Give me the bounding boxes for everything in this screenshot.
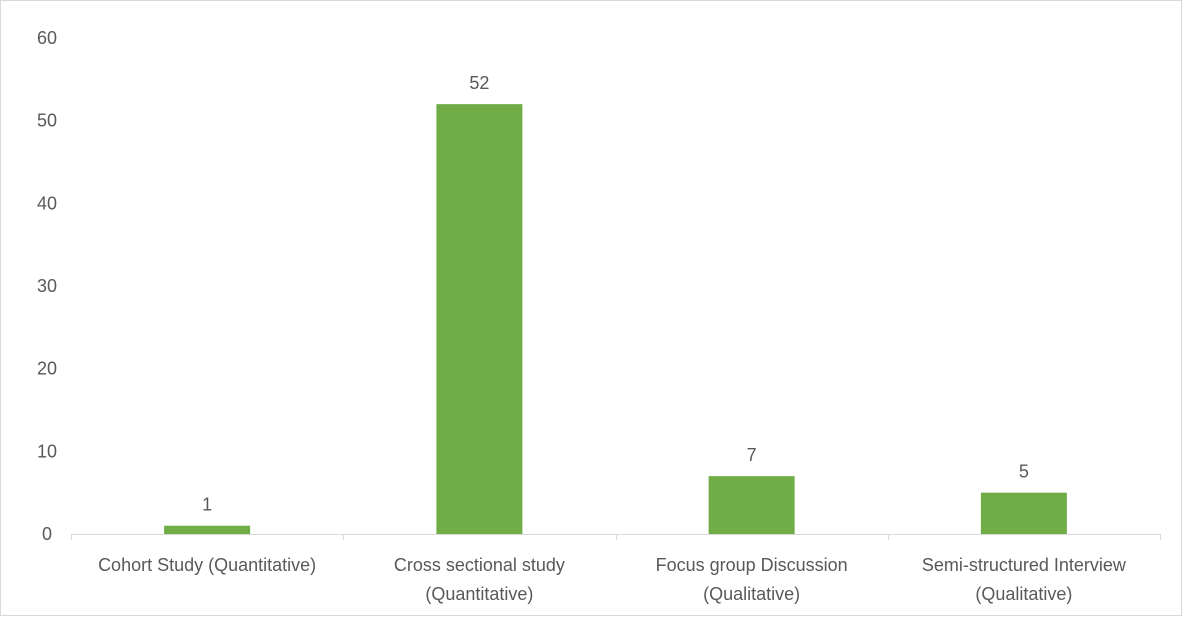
x-category-label: Cross sectional study	[394, 555, 565, 575]
y-tick-label: 40	[37, 193, 57, 213]
bar	[708, 476, 795, 534]
x-axis-category-labels: Cohort Study (Quantitative) Cross section…	[98, 555, 1127, 604]
data-label: 5	[1019, 462, 1029, 482]
y-tick-label: 60	[37, 28, 57, 48]
bar	[164, 525, 251, 534]
x-category-label: Cohort Study (Quantitative)	[98, 555, 316, 575]
x-axis	[71, 534, 1161, 540]
bar	[980, 492, 1067, 534]
y-tick-label: 0	[42, 524, 52, 544]
data-labels: 1 52 7 5	[202, 73, 1029, 515]
y-tick-label: 20	[37, 359, 57, 379]
x-category-label: (Qualitative)	[975, 584, 1072, 604]
data-label: 1	[202, 495, 212, 515]
data-label: 52	[469, 73, 489, 93]
y-tick-label: 10	[37, 441, 57, 461]
x-category-label: (Qualitative)	[703, 584, 800, 604]
data-label: 7	[747, 445, 757, 465]
bars	[164, 104, 1067, 534]
y-tick-label: 50	[37, 111, 57, 131]
y-tick-label: 30	[37, 276, 57, 296]
y-axis-tick-labels: 0 10 20 30 40 50 60	[37, 28, 57, 544]
x-category-label: Semi-structured Interview	[922, 555, 1127, 575]
bar	[436, 104, 523, 534]
x-category-label: (Quantitative)	[425, 584, 533, 604]
x-category-label: Focus group Discussion	[656, 555, 848, 575]
